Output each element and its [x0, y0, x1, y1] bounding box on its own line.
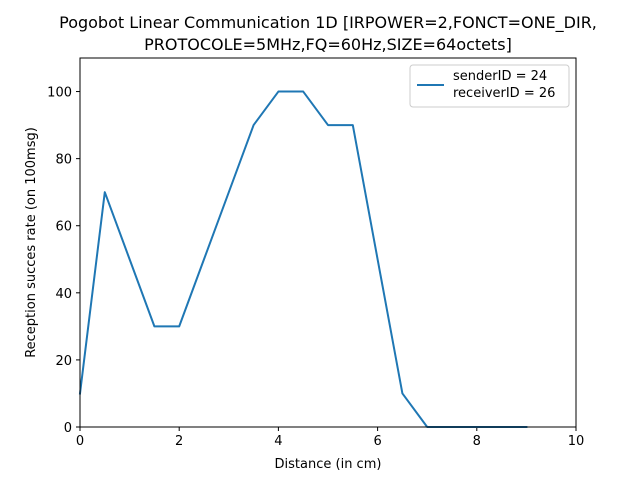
y-tick-label: 100 — [47, 86, 72, 101]
x-tick-label: 4 — [274, 434, 282, 449]
y-tick-label: 60 — [55, 220, 72, 235]
y-tick-label: 40 — [55, 287, 72, 302]
x-tick-label: 6 — [373, 434, 381, 449]
chart-title-line-1: Pogobot Linear Communication 1D [IRPOWER… — [59, 13, 597, 33]
x-tick-label: 8 — [473, 434, 481, 449]
chart-title-line-2: PROTOCOLE=5MHz,FQ=60Hz,SIZE=64octets] — [144, 35, 512, 54]
y-axis-ticks: 0 20 40 60 80 100 — [47, 86, 80, 436]
y-axis-label: Reception succes rate (on 100msg) — [24, 127, 39, 358]
y-tick-label: 80 — [55, 153, 72, 168]
y-tick-label: 20 — [55, 354, 72, 369]
legend-label-line-2: receiverID = 26 — [453, 86, 555, 101]
y-tick-label: 0 — [64, 421, 72, 436]
x-tick-label: 0 — [76, 434, 84, 449]
plot-area-frame — [79, 57, 577, 428]
legend-label-line-1: senderID = 24 — [453, 69, 547, 84]
x-tick-label: 10 — [568, 434, 585, 449]
x-tick-label: 2 — [175, 434, 183, 449]
x-axis-label: Distance (in cm) — [275, 457, 382, 472]
legend-box — [409, 64, 570, 108]
legend: senderID = 24 receiverID = 26 — [409, 64, 570, 108]
x-axis-ticks: 0 2 4 6 8 10 — [76, 427, 584, 449]
